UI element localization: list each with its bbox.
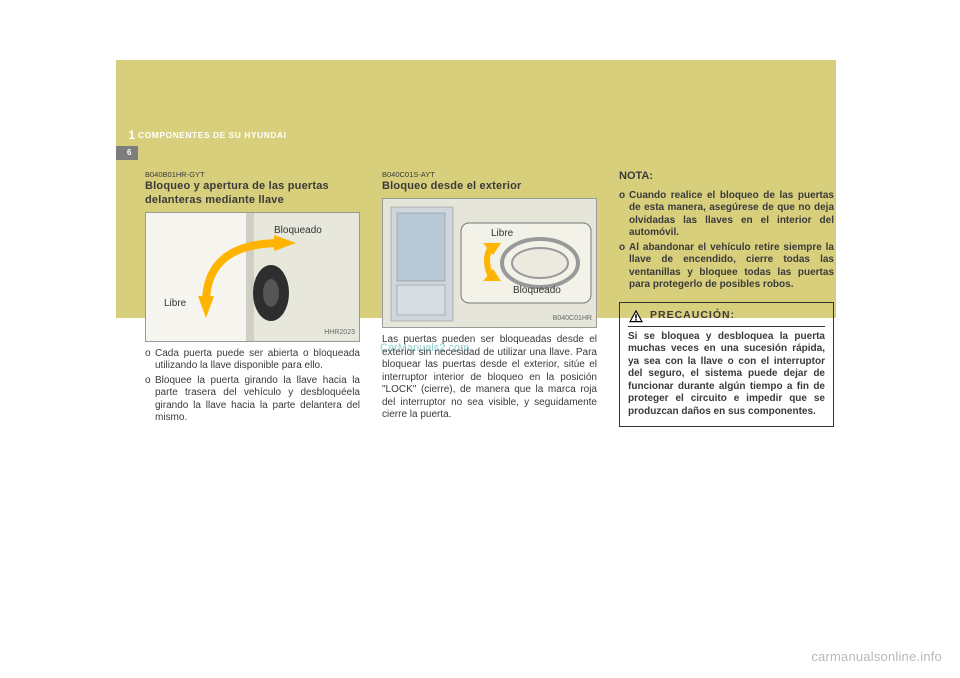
figure-2: Libre Bloqueado B040C01HR	[382, 198, 597, 328]
list-text: Al abandonar el vehículo retire siempre …	[629, 242, 834, 292]
list-text: Cada puerta puede ser abierta o bloquead…	[155, 348, 360, 373]
column-1: B040B01HR-GYT Bloqueo y apertura de las …	[145, 170, 360, 427]
list-text: Cuando realice el bloqueo de las puertas…	[629, 190, 834, 240]
page-number: 6	[127, 148, 131, 157]
figure-2-caption: B040C01HR	[553, 315, 592, 324]
caution-box: PRECAUCIÓN: Si se bloquea y desbloquea l…	[619, 302, 834, 428]
column-2: B040C01S-AYT Bloqueo desde el exterior	[382, 170, 597, 427]
bullet-icon: o	[145, 375, 155, 425]
figure-1: Libre Bloqueado HHR2023	[145, 212, 360, 342]
figure-1-svg	[146, 213, 360, 342]
label-unlock: Libre	[491, 228, 513, 241]
list-item: o Cada puerta puede ser abierta o bloque…	[145, 348, 360, 373]
section-heading: Bloqueo y apertura de las puertas delant…	[145, 180, 360, 208]
label-lock: Bloqueado	[274, 225, 322, 238]
note-heading: NOTA:	[619, 170, 834, 184]
caution-title: PRECAUCIÓN:	[650, 309, 735, 322]
list-text: Bloquee la puerta girando la llave hacia…	[155, 375, 360, 425]
note-list: o Cuando realice el bloqueo de las puert…	[619, 190, 834, 292]
bullet-icon: o	[619, 242, 629, 292]
list-1: o Cada puerta puede ser abierta o bloque…	[145, 348, 360, 425]
list-item: o Al abandonar el vehículo retire siempr…	[619, 242, 834, 292]
footer-watermark: carmanualsonline.info	[811, 649, 942, 664]
body-text: Las puertas pueden ser bloqueadas desde …	[382, 334, 597, 422]
label-unlock: Libre	[164, 298, 186, 311]
figure-2-svg	[383, 199, 597, 328]
column-3: NOTA: o Cuando realice el bloqueo de las…	[619, 170, 834, 427]
label-lock: Bloqueado	[513, 285, 561, 298]
chapter-number: 1	[125, 128, 135, 144]
caution-header: PRECAUCIÓN:	[628, 309, 825, 327]
list-item: o Cuando realice el bloqueo de las puert…	[619, 190, 834, 240]
section-code: B040C01S-AYT	[382, 170, 597, 179]
section-code: B040B01HR-GYT	[145, 170, 360, 179]
chapter-title: COMPONENTES DE SU HYUNDAI	[138, 130, 287, 140]
bullet-icon: o	[619, 190, 629, 240]
section-heading: Bloqueo desde el exterior	[382, 180, 597, 194]
figure-1-caption: HHR2023	[324, 329, 355, 338]
bullet-icon: o	[145, 348, 155, 373]
page-root: 1 COMPONENTES DE SU HYUNDAI 6 B040B01HR-…	[0, 0, 960, 678]
warning-icon	[628, 309, 644, 323]
list-item: o Bloquee la puerta girando la llave hac…	[145, 375, 360, 425]
caution-text: Si se bloquea y desbloquea la puerta muc…	[628, 331, 825, 419]
content-area: B040B01HR-GYT Bloqueo y apertura de las …	[145, 170, 835, 427]
